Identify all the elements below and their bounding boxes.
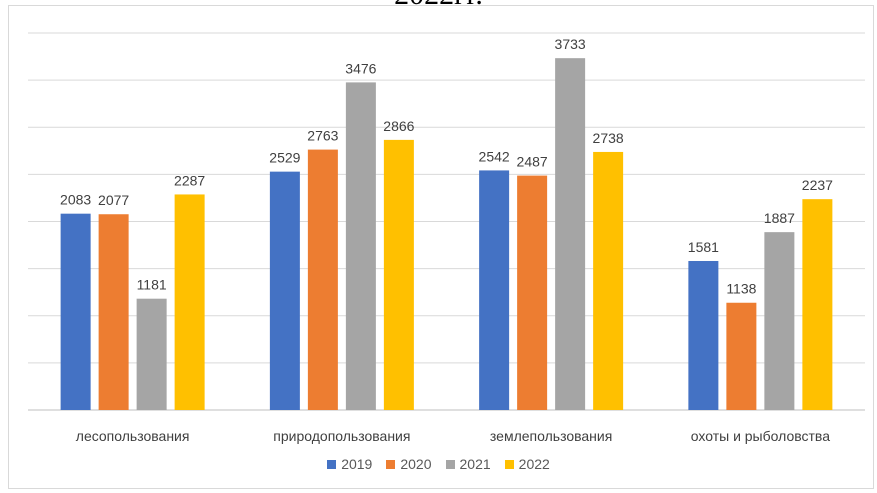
- legend-swatch: [386, 459, 396, 469]
- legend: 2019 2020 2021 2022: [0, 456, 877, 472]
- data-label: 1181: [137, 277, 167, 293]
- bars: [60, 58, 833, 411]
- legend-label: 2022: [518, 456, 550, 472]
- category-label: землепользования: [490, 428, 612, 444]
- category-labels: лесопользования природопользования землепо…: [76, 428, 830, 444]
- bar-2021-0: [136, 298, 167, 410]
- bar-2019-0: [60, 213, 91, 410]
- legend-swatch: [327, 459, 337, 469]
- data-label: 3476: [345, 60, 376, 76]
- legend-item: 2021: [445, 456, 491, 472]
- bar-2020-2: [517, 175, 548, 410]
- data-label: 2542: [479, 148, 510, 164]
- legend-swatch: [445, 459, 455, 469]
- data-label: 1581: [688, 239, 719, 255]
- category-label: природопользования: [273, 428, 410, 444]
- bar-2022-0: [174, 194, 205, 410]
- legend-swatch: [504, 459, 514, 469]
- category-label: охоты и рыболовства: [691, 428, 830, 444]
- bar-2021-1: [345, 82, 376, 411]
- legend-label: 2019: [341, 456, 373, 472]
- bar-2022-3: [802, 199, 833, 410]
- bar-2020-3: [726, 302, 757, 410]
- bar-2021-3: [764, 232, 795, 410]
- data-label: 2487: [517, 154, 548, 170]
- data-label: 2529: [269, 150, 300, 166]
- legend-item: 2020: [386, 456, 432, 472]
- bar-2021-2: [555, 58, 586, 411]
- data-label: 2077: [98, 192, 129, 208]
- data-label: 1138: [726, 281, 756, 297]
- bar-2020-0: [98, 214, 129, 410]
- legend-label: 2020: [400, 456, 432, 472]
- bar-2022-2: [593, 151, 624, 411]
- data-label: 2763: [307, 128, 338, 144]
- data-label: 2287: [174, 172, 205, 188]
- gridlines: [28, 32, 865, 411]
- legend-item: 2019: [327, 456, 372, 472]
- data-label: 2237: [802, 177, 833, 193]
- bar-2019-2: [479, 170, 510, 410]
- legend-label: 2021: [459, 456, 491, 472]
- bar-2022-1: [383, 139, 414, 410]
- data-label: 3733: [555, 36, 586, 52]
- category-label: лесопользования: [76, 428, 190, 444]
- bar-2019-1: [269, 171, 300, 410]
- bar-2020-1: [307, 149, 338, 410]
- data-labels: 2083 2077 1181 2287 2529 2763 3476 2866 2542 2487…: [60, 36, 833, 297]
- data-label: 1887: [764, 210, 795, 226]
- legend-item: 2022: [504, 456, 550, 472]
- data-label: 2866: [383, 118, 414, 134]
- data-label: 2083: [60, 192, 91, 208]
- bar-2019-3: [688, 260, 719, 410]
- data-label: 2738: [593, 130, 624, 146]
